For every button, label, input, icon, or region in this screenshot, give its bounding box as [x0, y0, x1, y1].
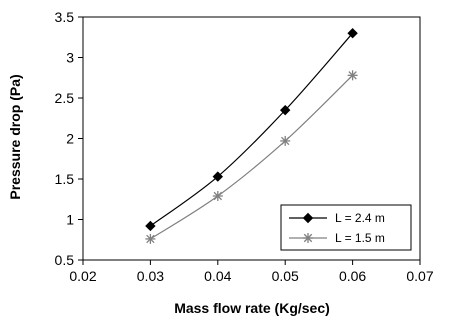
x-tick-label: 0.06: [339, 268, 366, 284]
legend-box: [280, 204, 412, 251]
legend-marker: [302, 212, 314, 224]
legend-entry: L = 2.4 m: [289, 211, 385, 225]
y-tick-label: 3.5: [55, 9, 75, 25]
axis-ticks: 0.5 1 1.5 2 2.5 3 3.5 0.02 0.03 0.04 0.05 0.06 0.07: [55, 9, 434, 284]
data-point: [145, 233, 156, 244]
legend-entry: L = 1.5 m: [289, 231, 385, 245]
data-point: [347, 70, 358, 81]
data-point: [280, 135, 291, 146]
x-tick-label: 0.02: [69, 268, 96, 284]
series-layer: [145, 27, 358, 244]
x-tick-label: 0.03: [137, 268, 164, 284]
x-tick-label: 0.07: [406, 268, 433, 284]
y-tick-label: 0.5: [55, 252, 75, 268]
y-tick-label: 1.5: [55, 171, 75, 187]
legend-marker: [303, 233, 313, 243]
data-point: [347, 27, 358, 39]
series-1: [145, 27, 358, 232]
legend: L = 2.4 m L = 1.5 m: [280, 204, 412, 251]
x-axis-title: Mass flow rate (Kg/sec): [174, 300, 330, 316]
y-tick-label: 3: [66, 50, 74, 66]
data-point: [279, 104, 291, 116]
data-point: [212, 191, 223, 202]
y-tick-label: 2: [66, 131, 74, 147]
y-axis-title: Pressure drop (Pa): [7, 74, 23, 199]
series-2: [145, 70, 358, 244]
legend-label: L = 1.5 m: [335, 231, 385, 245]
y-tick-label: 1: [66, 212, 74, 228]
series-line: [150, 74, 354, 240]
series-line: [150, 32, 354, 227]
legend-label: L = 2.4 m: [335, 211, 385, 225]
data-point: [212, 171, 224, 182]
x-tick-label: 0.05: [272, 268, 299, 284]
x-tick-label: 0.04: [204, 268, 231, 284]
y-tick-label: 2.5: [55, 90, 75, 106]
data-point: [145, 220, 156, 232]
